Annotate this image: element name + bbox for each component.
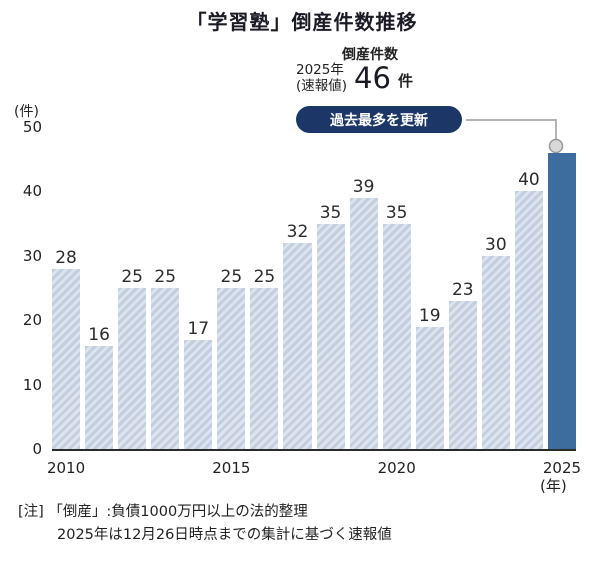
footnote: [注] 「倒産」:負債1000万円以上の法的整理 2025年は12月26日時点ま… <box>18 501 392 547</box>
bar-slot-2020: 35 2020 <box>378 127 416 477</box>
bar-2018 <box>316 223 345 449</box>
bar-2011 <box>85 345 114 449</box>
bar-value-label-2022: 23 <box>451 279 474 300</box>
y-tick-label-40: 40 <box>22 182 42 201</box>
bar-slot-2017: 32 <box>283 127 312 449</box>
x-tick-label-2010: 2010 <box>46 459 86 477</box>
bar-slot-2019: 39 <box>349 127 378 449</box>
bar-slot-2016: 25 <box>250 127 279 449</box>
bar-2019 <box>349 197 378 449</box>
bar-2023 <box>481 255 510 449</box>
bar-value-label-2010: 28 <box>55 247 77 268</box>
y-tick-label-0: 0 <box>32 440 42 458</box>
bar-value-label-2024: 40 <box>518 170 540 191</box>
bar-value-label-2012: 25 <box>121 267 143 287</box>
bar-slot-2011: 16 <box>85 127 114 449</box>
bar-value-label-2015: 25 <box>220 267 243 287</box>
bar-value-label-2020: 35 <box>385 202 408 223</box>
series-label: 倒産件数 <box>342 47 398 63</box>
x-tick-label-2015: 2015 <box>212 459 251 477</box>
bar-value-label-2014: 17 <box>187 318 210 339</box>
bar-2017 <box>283 242 312 449</box>
bar-slot-2023: 30 <box>481 127 510 449</box>
bar-2024 <box>514 191 543 449</box>
bar-slot-2010: 28 2010 <box>47 127 85 477</box>
bar-2020 <box>382 223 411 449</box>
chart-title: 「学習塾」倒産件数推移 <box>186 10 418 34</box>
y-tick-label-20: 20 <box>22 311 42 330</box>
bar-value-label-2018: 35 <box>319 202 342 223</box>
bar-slot-2022: 23 <box>448 127 477 449</box>
bar-slot-2025: 2025 <box>543 127 581 477</box>
bar-2012 <box>118 288 147 449</box>
bar-value-label-2021: 19 <box>418 305 441 326</box>
bar-2025 <box>547 152 576 449</box>
y-tick-label-30: 30 <box>22 246 42 265</box>
callout-year-block: 2025年 (速報値) <box>296 62 347 94</box>
bar-slot-2024: 40 <box>514 127 543 449</box>
latest-value-callout: 2025年 (速報値) 46 件 <box>296 62 413 94</box>
bar-value-label-2011: 16 <box>88 324 110 345</box>
bar-2010 <box>52 268 81 449</box>
bar-slot-2014: 17 <box>184 127 213 449</box>
bar-2022 <box>448 300 477 449</box>
callout-unit: 件 <box>397 71 413 90</box>
bar-2021 <box>415 326 444 449</box>
bar-value-label-2016: 25 <box>253 267 276 287</box>
bar-slot-2021: 19 <box>415 127 444 449</box>
bar-2013 <box>151 288 180 449</box>
bar-slot-2018: 35 <box>316 127 345 449</box>
x-tick-label-2020: 2020 <box>377 459 416 477</box>
bar-slot-2013: 25 <box>151 127 180 449</box>
bar-value-label-2019: 39 <box>352 176 375 197</box>
bar-2016 <box>250 288 279 449</box>
y-tick-label-50: 50 <box>22 118 42 136</box>
bar-value-label-2023: 30 <box>485 234 507 255</box>
x-tick-label-2025: 2025 <box>542 459 582 477</box>
y-tick-label-10: 10 <box>22 375 42 394</box>
footnote-line-2: 2025年は12月26日時点までの集計に基づく速報値 <box>57 527 392 544</box>
y-axis-unit-label: (件) <box>14 104 39 120</box>
bar-2014 <box>184 339 213 449</box>
footnote-line-1: [注] 「倒産」:負債1000万円以上の法的整理 <box>18 504 308 520</box>
bar-slot-2012: 25 <box>118 127 147 449</box>
bar-value-label-2017: 32 <box>286 221 309 242</box>
bar-value-label-2013: 25 <box>154 267 177 287</box>
callout-year: 2025年 <box>296 62 344 78</box>
record-high-badge: 過去最多を更新 <box>296 106 462 133</box>
bar-2015 <box>217 288 246 449</box>
bar-plot-area: 28 2010 16 25 25 17 25 2015 25 32 35 39 35 2020 19 23 30… <box>47 127 581 478</box>
x-axis-unit-label: (年) <box>540 477 567 495</box>
bar-slot-2015: 25 2015 <box>212 127 250 478</box>
callout-value: 46 <box>354 60 391 95</box>
callout-qualifier: (速報値) <box>296 78 348 95</box>
